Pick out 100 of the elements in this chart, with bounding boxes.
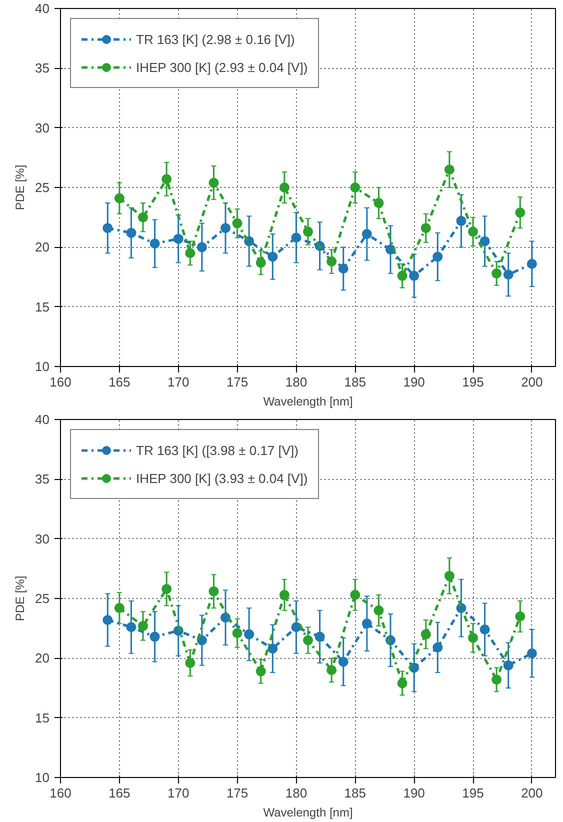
point [420,629,431,640]
y-tick-label: 15 [35,710,50,726]
point [314,632,325,642]
point [138,620,148,631]
point [268,252,278,262]
y-tick-label: 40 [35,412,50,427]
x-tick-label: 195 [462,374,484,390]
legend-label: IHEP 300 [K] (2.93 ± 0.04 [V]) [136,60,308,74]
legend-label: TR 163 [K] ([3.98 ± 0.17 [V]) [136,442,298,458]
point [468,632,478,643]
point [291,622,302,632]
point [150,238,160,249]
point [114,193,124,204]
x-tick-label: 180 [285,786,308,800]
point [114,603,124,614]
x-tick-label: 175 [226,374,248,390]
point [208,178,219,188]
point [515,208,526,218]
point [420,223,431,234]
point [279,182,290,192]
x-tick-label: 190 [403,786,425,800]
point [162,174,172,184]
point [150,632,160,642]
x-tick-label: 185 [344,786,366,800]
point [480,624,490,635]
point [256,666,266,676]
point [374,198,384,208]
point [350,182,360,192]
point [220,223,230,234]
point [444,570,454,581]
y-tick-label: 30 [35,531,50,546]
y-tick-label: 25 [35,591,50,606]
legend-label: IHEP 300 [K] (3.93 ± 0.04 [V]) [136,470,308,486]
point [126,622,136,632]
y-tick-label: 10 [35,770,50,785]
point [291,232,302,243]
point [374,605,384,616]
point [303,635,313,646]
point [173,234,184,244]
x-tick-label: 200 [521,374,543,390]
point [162,584,172,594]
point [526,648,537,658]
x-tick-label: 195 [462,786,484,800]
point [196,635,207,646]
point [102,223,113,234]
point [480,236,490,246]
y-axis-title: PDE [%] [13,576,28,622]
point [432,252,443,262]
y-tick-label: 20 [35,650,50,666]
y-tick-label: 35 [35,472,50,487]
point [432,642,443,652]
y-tick-label: 10 [35,359,50,374]
point [126,228,136,238]
x-tick-label: 170 [168,374,190,390]
point [185,658,196,668]
x-tick-label: 180 [285,374,308,390]
point [492,674,502,685]
point [362,618,372,629]
point [492,268,502,278]
x-axis-title: Wavelength [nm] [263,806,353,820]
point [326,256,337,266]
x-tick-label: 165 [108,374,130,390]
point [102,614,113,625]
point [338,656,348,667]
point [268,644,278,654]
point [338,264,348,274]
x-tick-label: 165 [108,786,130,800]
point [456,216,466,226]
point [526,258,537,269]
point [468,226,478,237]
x-tick-label: 160 [50,374,72,390]
y-tick-label: 25 [35,180,50,195]
legend-label: TR 163 [K] (2.98 ± 0.16 [V]) [136,32,295,46]
x-tick-label: 200 [521,786,543,800]
point [503,270,514,280]
point [196,242,207,252]
y-tick-label: 40 [35,1,50,16]
x-tick-label: 175 [226,786,248,800]
point [515,611,526,622]
y-tick-label: 30 [35,120,50,136]
x-tick-label: 185 [344,374,366,390]
point [232,218,242,228]
point [503,660,514,670]
point [279,590,290,600]
point [397,270,408,281]
y-tick-label: 15 [35,299,50,314]
y-tick-label: 35 [35,60,50,76]
point [397,678,408,688]
point [409,270,420,281]
x-tick-label: 170 [168,786,190,800]
x-tick-label: 190 [403,374,425,390]
x-tick-label: 160 [50,786,72,800]
point [326,665,337,676]
point [362,229,372,240]
point [256,258,266,268]
x-axis-title: Wavelength [nm] [263,394,353,408]
y-tick-label: 20 [35,240,50,255]
y-axis-title: PDE [%] [13,164,28,210]
point [350,590,360,600]
point [303,226,313,237]
